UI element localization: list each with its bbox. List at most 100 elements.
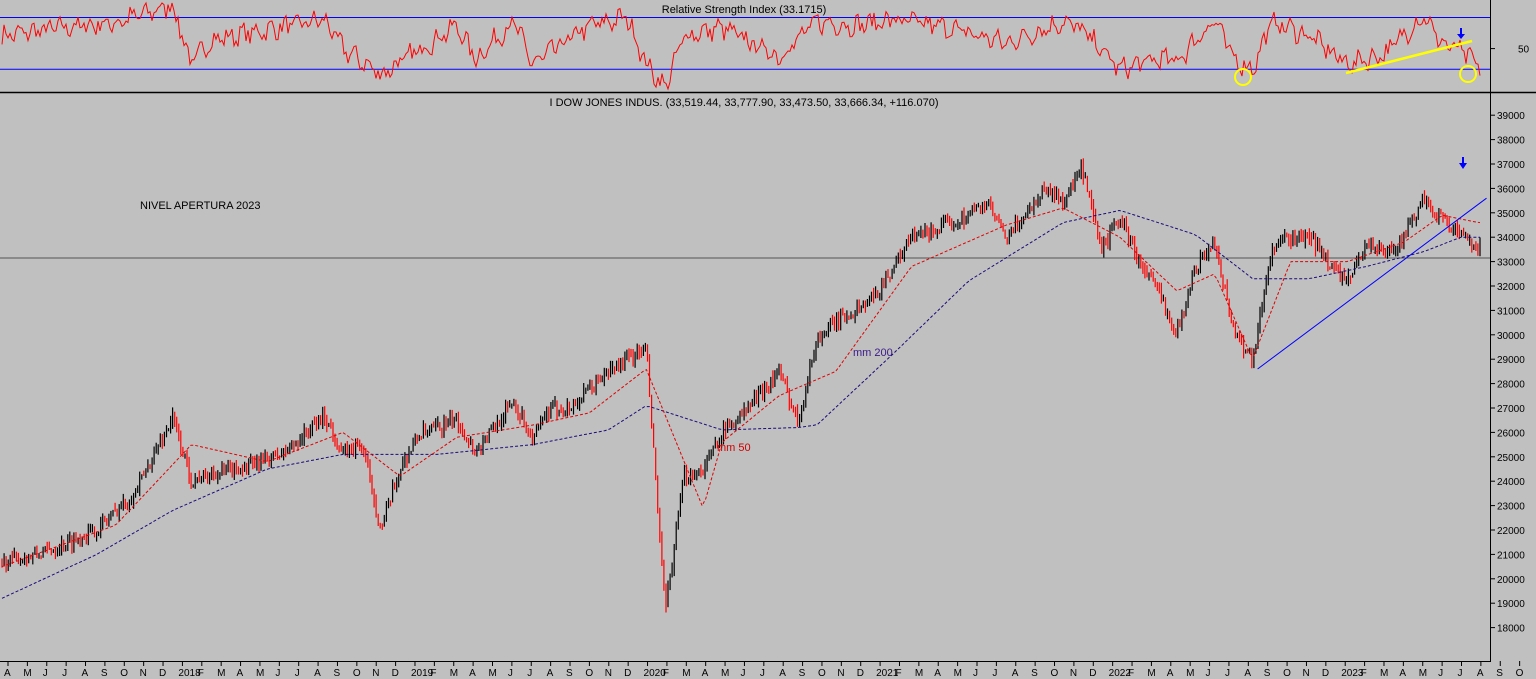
blue-support-trendline	[1257, 197, 1487, 370]
x-tick-label: J	[1206, 668, 1211, 679]
rsi-down-arrow-icon	[1457, 28, 1465, 39]
rsi-oversold-circle-2	[1459, 65, 1477, 83]
x-tick-label: M	[721, 668, 729, 679]
x-tick-label: J	[508, 668, 513, 679]
x-tick-label: M	[1419, 668, 1427, 679]
x-tick-label: M	[1147, 668, 1155, 679]
x-tick-label: N	[1070, 668, 1077, 679]
price-tick-label: 20000	[1497, 575, 1525, 586]
price-tick-label: 21000	[1497, 550, 1525, 561]
price-y-ticks: 18000 19000 20000 21000 22000 23000 24000 25000…	[1490, 111, 1525, 635]
x-tick-label: J	[1438, 668, 1443, 679]
x-tick-label: A	[469, 668, 476, 679]
x-tick-label: A	[1477, 668, 1484, 679]
price-tick-label: 22000	[1497, 526, 1525, 537]
rsi-y-ticks: 50	[1490, 45, 1530, 56]
x-tick-label: O	[120, 668, 128, 679]
x-tick-label: M	[954, 668, 962, 679]
x-tick-label: J	[992, 668, 997, 679]
mm200-label: mm 200	[853, 347, 893, 359]
price-tick-label: 33000	[1497, 258, 1525, 269]
x-tick-label: J	[275, 668, 280, 679]
price-panel-background	[0, 93, 1490, 661]
x-tick-label: J	[43, 668, 48, 679]
price-tick-label: 34000	[1497, 233, 1525, 244]
mm200-line	[1, 209, 1480, 599]
x-tick-label: J	[1225, 668, 1230, 679]
x-tick-label: J	[973, 668, 978, 679]
x-tick-label: 2020	[644, 668, 667, 679]
rsi-title: Relative Strength Index (33.1715)	[662, 4, 827, 16]
x-tick-label: 2021	[876, 668, 899, 679]
x-tick-label: S	[799, 668, 806, 679]
price-tick-label: 32000	[1497, 282, 1525, 293]
x-tick-label: N	[1302, 668, 1309, 679]
x-tick-label: F	[895, 668, 901, 679]
x-tick-label: D	[1089, 668, 1096, 679]
price-tick-label: 31000	[1497, 306, 1525, 317]
x-tick-label: M	[1380, 668, 1388, 679]
rsi-line	[1, 1, 1481, 91]
rsi-oversold-circle-1	[1234, 68, 1252, 86]
x-tick-label: N	[140, 668, 147, 679]
price-tick-label: 24000	[1497, 477, 1525, 488]
x-tick-label: S	[566, 668, 573, 679]
x-tick-label: F	[1361, 668, 1367, 679]
nivel-apertura-label: NIVEL APERTURA 2023	[140, 200, 260, 212]
price-tick-label: 38000	[1497, 136, 1525, 147]
x-tick-label: F	[430, 668, 436, 679]
x-tick-label: O	[585, 668, 593, 679]
x-tick-label: A	[314, 668, 321, 679]
price-tick-label: 37000	[1497, 160, 1525, 171]
price-tick-label: 30000	[1497, 331, 1525, 342]
x-tick-label: A	[934, 668, 941, 679]
x-tick-label: O	[353, 668, 361, 679]
x-tick-label: M	[256, 668, 264, 679]
x-tick-label: D	[624, 668, 631, 679]
rsi-panel-background	[0, 0, 1490, 92]
x-tick-label: A	[1399, 668, 1406, 679]
x-tick-label: S	[1264, 668, 1271, 679]
price-tick-label: 23000	[1497, 502, 1525, 513]
x-tick-label: J	[527, 668, 532, 679]
x-tick-label: A	[547, 668, 554, 679]
price-tick-label: 35000	[1497, 209, 1525, 220]
x-tick-label: M	[915, 668, 923, 679]
x-tick-label: M	[1186, 668, 1194, 679]
x-tick-label: M	[682, 668, 690, 679]
x-tick-label: J	[62, 668, 67, 679]
x-tick-label: A	[1167, 668, 1174, 679]
x-tick-label: O	[818, 668, 826, 679]
x-tick-label: O	[1051, 668, 1059, 679]
x-tick-label: O	[1283, 668, 1291, 679]
x-tick-label: D	[159, 668, 166, 679]
price-tick-label: 29000	[1497, 355, 1525, 366]
price-tick-label: 36000	[1497, 184, 1525, 195]
x-tick-label: M	[217, 668, 225, 679]
x-tick-label: N	[605, 668, 612, 679]
x-tick-label: J	[740, 668, 745, 679]
x-tick-label: M	[450, 668, 458, 679]
x-tick-label: J	[295, 668, 300, 679]
x-tick-label: A	[702, 668, 709, 679]
price-tick-label: 27000	[1497, 404, 1525, 415]
price-title: I DOW JONES INDUS. (33,519.44, 33,777.90…	[549, 97, 938, 109]
x-tick-label: 2019	[411, 668, 434, 679]
mm50-label: mm 50	[717, 442, 751, 454]
x-tick-label: F	[198, 668, 204, 679]
x-tick-label: A	[1244, 668, 1251, 679]
x-tick-label: 2023	[1341, 668, 1364, 679]
x-tick-label: 2018	[178, 668, 201, 679]
x-tick-label: N	[837, 668, 844, 679]
rsi-yellow-trendline	[1345, 39, 1473, 75]
price-tick-label: 28000	[1497, 380, 1525, 391]
price-tick-label: 26000	[1497, 428, 1525, 439]
x-tick-label: A	[4, 668, 11, 679]
x-tick-label: A	[82, 668, 89, 679]
x-tick-label: F	[663, 668, 669, 679]
price-down-arrow-icon	[1459, 157, 1467, 169]
x-tick-label: S	[101, 668, 108, 679]
x-tick-label: A	[237, 668, 244, 679]
x-tick-label: S	[1031, 668, 1038, 679]
